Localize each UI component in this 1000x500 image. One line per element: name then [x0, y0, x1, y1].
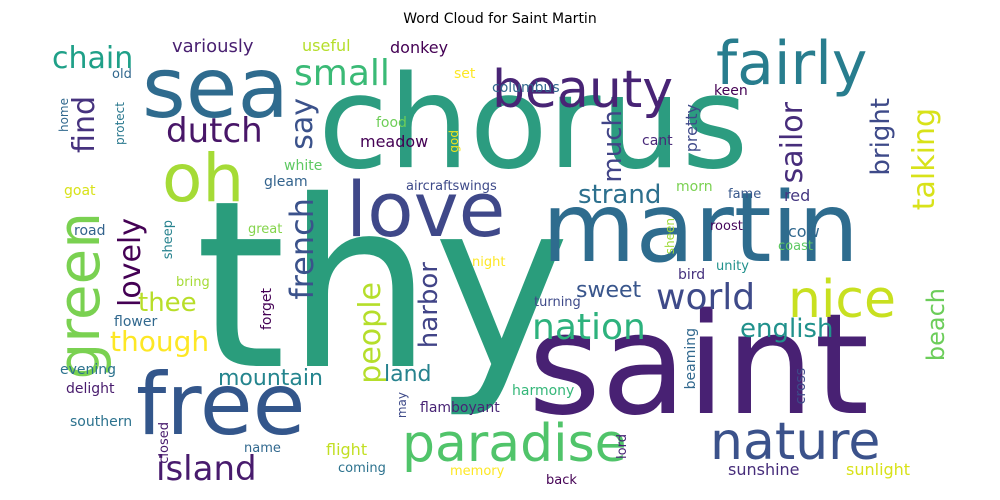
- word-fairly: fairly: [716, 34, 868, 99]
- word-small: small: [294, 53, 390, 94]
- word-may: may: [395, 392, 409, 419]
- word-thee: thee: [138, 288, 197, 318]
- word-coast: coast: [778, 239, 813, 254]
- word-aircraftswings: aircraftswings: [406, 179, 497, 194]
- word-paradise: paradise: [402, 414, 627, 474]
- word-closed: closed: [157, 422, 172, 464]
- word-cloud: thy chorus saint martin sea green free l…: [50, 34, 950, 484]
- word-find: find: [67, 96, 102, 153]
- word-strand: strand: [578, 180, 662, 210]
- word-land: land: [384, 362, 432, 387]
- word-useful: useful: [302, 36, 351, 55]
- word-delight: delight: [66, 381, 115, 397]
- word-mountain: mountain: [218, 366, 323, 391]
- word-sunshine: sunshine: [728, 460, 800, 479]
- chart-title: Word Cloud for Saint Martin: [403, 11, 597, 27]
- word-donkey: donkey: [390, 38, 449, 57]
- word-home: home: [57, 98, 71, 133]
- word-southern: southern: [70, 414, 133, 430]
- word-unity: unity: [716, 259, 749, 274]
- word-pretty: pretty: [682, 104, 701, 153]
- word-road: road: [74, 223, 106, 239]
- word-love: love: [346, 165, 506, 254]
- word-nature: nature: [710, 412, 881, 472]
- word-harmony: harmony: [512, 383, 575, 399]
- word-free: free: [136, 355, 306, 455]
- word-back: back: [546, 473, 577, 484]
- word-say: say: [285, 98, 320, 150]
- word-forget: forget: [259, 288, 275, 330]
- word-french: french: [283, 198, 321, 300]
- word-red: red: [784, 186, 811, 205]
- word-variously: variously: [172, 36, 254, 57]
- word-dutch: dutch: [166, 111, 263, 151]
- word-sunlight: sunlight: [846, 460, 911, 479]
- word-harbor: harbor: [414, 262, 444, 349]
- word-columbus: columbus: [492, 80, 560, 96]
- word-cross: cross: [793, 368, 809, 405]
- word-meadow: meadow: [360, 132, 429, 151]
- word-set: set: [454, 66, 476, 82]
- word-protect: protect: [113, 102, 127, 146]
- word-beach: beach: [922, 288, 950, 362]
- word-name: name: [244, 441, 281, 456]
- word-sheep: sheep: [161, 220, 176, 260]
- word-bring: bring: [176, 275, 210, 290]
- word-beaming: beaming: [683, 328, 699, 390]
- word-much: much: [598, 110, 628, 183]
- word-nice: nice: [788, 270, 896, 330]
- word-sweet: sweet: [576, 278, 642, 303]
- word-goat: goat: [64, 183, 96, 199]
- word-food: food: [376, 115, 407, 131]
- word-morn: morn: [676, 179, 713, 195]
- word-keen: keen: [714, 83, 748, 99]
- word-nation: nation: [532, 307, 646, 348]
- word-lord: lord: [615, 434, 630, 459]
- word-roost: roost: [710, 219, 743, 234]
- word-bright: bright: [866, 98, 896, 176]
- word-island: island: [156, 449, 257, 484]
- word-cow: cow: [788, 222, 820, 241]
- word-great: great: [248, 222, 283, 237]
- word-evening: evening: [60, 362, 117, 378]
- word-chorus: chorus: [318, 49, 749, 198]
- word-old: old: [112, 67, 132, 82]
- word-flower: flower: [114, 314, 158, 330]
- word-gleam: gleam: [264, 174, 308, 190]
- word-english: english: [740, 314, 834, 344]
- word-night: night: [472, 255, 506, 270]
- word-chain: chain: [52, 41, 134, 76]
- word-fame: fame: [728, 187, 762, 202]
- word-cant: cant: [642, 133, 673, 149]
- word-flight: flight: [326, 440, 368, 459]
- word-white: white: [284, 158, 323, 174]
- word-memory: memory: [450, 464, 505, 479]
- word-flamboyant: flamboyant: [420, 400, 500, 416]
- word-sheen: sheen: [663, 218, 677, 255]
- word-bird: bird: [678, 267, 706, 283]
- word-turning: turning: [534, 295, 581, 310]
- word-world: world: [656, 277, 756, 318]
- word-though: though: [110, 325, 210, 358]
- word-people: people: [353, 282, 388, 384]
- word-saint: saint: [528, 284, 870, 447]
- word-martin: martin: [542, 172, 859, 284]
- word-thy: thy: [195, 151, 571, 421]
- word-coming: coming: [338, 461, 386, 476]
- word-sailor: sailor: [775, 102, 810, 184]
- word-god: god: [447, 130, 461, 153]
- word-beauty: beauty: [492, 60, 673, 120]
- word-talking: talking: [907, 108, 942, 211]
- word-sea: sea: [142, 39, 289, 137]
- word-oh: oh: [162, 140, 245, 217]
